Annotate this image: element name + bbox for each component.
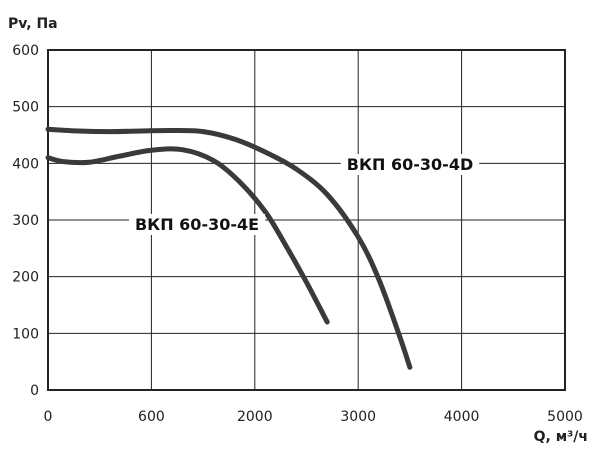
series-line-0 (45, 126, 413, 370)
series-lines (45, 126, 413, 370)
series-annotation: ВКП 60-30-4D (340, 154, 480, 175)
y-axis-label: Pv, Па (8, 16, 58, 32)
plot-frame (47, 49, 566, 391)
y-tick-label: 200 (12, 270, 39, 286)
y-tick-label: 300 (12, 213, 39, 229)
x-tick-label: 5000 (547, 409, 583, 425)
y-tick-label: 500 (12, 100, 39, 116)
series-annotations: ВКП 60-30-4D ВКП 60-30-4E (128, 154, 480, 235)
series-annotation: ВКП 60-30-4E (128, 214, 266, 235)
x-tick-label: 2000 (237, 409, 273, 425)
annotation-background (340, 154, 480, 175)
y-tick-label: 100 (12, 326, 39, 342)
annotation-label: ВКП 60-30-4E (135, 215, 259, 234)
y-tick-label: 600 (12, 43, 39, 59)
y-tick-label: 0 (30, 383, 39, 399)
grid-lines (48, 50, 565, 390)
annotation-label: ВКП 60-30-4D (347, 155, 473, 174)
x-tick-label: 3000 (340, 409, 376, 425)
y-tick-label: 400 (12, 156, 39, 172)
x-axis-label: Q, м³/ч (534, 429, 588, 445)
x-tick-label: 4000 (444, 409, 480, 425)
x-tick-label: 600 (138, 409, 165, 425)
series-line-1 (45, 146, 330, 325)
tick-labels: 0 600 2000 3000 4000 5000 0 100 200 300 400 500 600 (12, 43, 583, 425)
annotation-background (128, 214, 266, 235)
x-tick-label: 0 (44, 409, 53, 425)
